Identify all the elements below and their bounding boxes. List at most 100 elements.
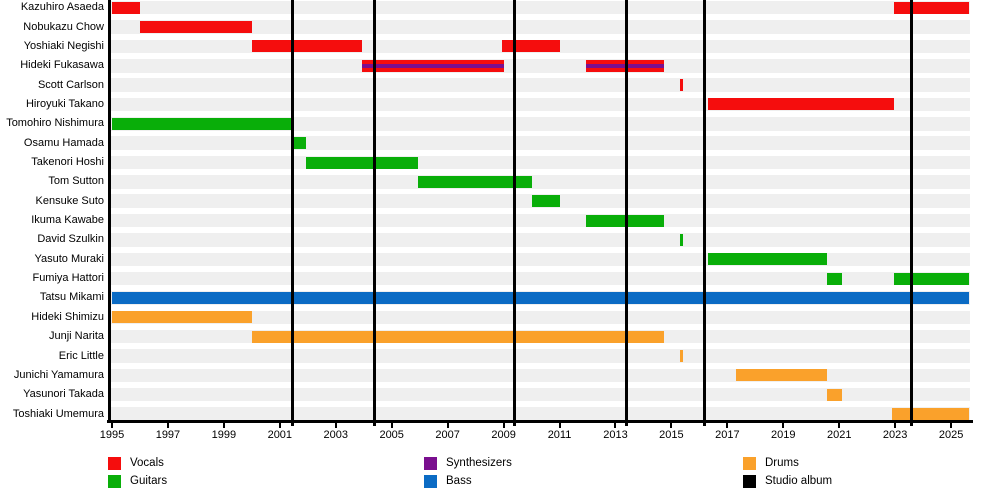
member-row-band	[109, 213, 970, 228]
member-label: Yasunori Takada	[23, 388, 104, 401]
member-label: Tomohiro Nishimura	[6, 117, 104, 130]
studio-album-line	[513, 0, 517, 426]
timeline-bar-vocals	[502, 40, 560, 53]
member-label: Ikuma Kawabe	[31, 214, 104, 227]
x-axis-tick	[558, 422, 561, 428]
timeline-bar-guitars	[306, 156, 419, 169]
timeline-bar-vocals	[251, 40, 363, 53]
member-label: Tatsu Mikami	[39, 291, 104, 304]
x-axis-tick	[446, 422, 449, 428]
x-axis-tick	[390, 422, 393, 428]
legend-swatch-bass	[424, 475, 437, 488]
legend-label-studio-album: Studio album	[765, 475, 833, 487]
legend-swatch-guitars	[108, 475, 121, 488]
x-axis-tick	[726, 422, 729, 428]
timeline-bar-drums	[892, 408, 970, 421]
member-row-band	[109, 233, 970, 247]
x-axis-year-label: 2013	[603, 429, 628, 441]
member-row-band	[109, 407, 970, 421]
studio-album-line	[625, 0, 629, 426]
legend-swatch-synthesizers	[424, 457, 437, 470]
x-axis-year-label: 2005	[379, 429, 404, 441]
legend-label-vocals: Vocals	[130, 457, 164, 469]
member-label: Kensuke Suto	[35, 194, 105, 207]
member-label: Hideki Fukasawa	[20, 59, 104, 72]
member-row-band	[109, 349, 970, 363]
x-axis-tick	[950, 422, 953, 428]
x-axis-tick	[222, 422, 225, 428]
member-label: Toshiaki Umemura	[12, 407, 104, 420]
legend-swatch-vocals	[108, 457, 121, 470]
x-axis-year-label: 1999	[211, 429, 237, 441]
member-row-band	[109, 368, 970, 383]
x-axis-tick	[894, 422, 897, 428]
member-row-band	[109, 252, 970, 266]
studio-album-line	[910, 0, 914, 426]
y-axis-line	[108, 0, 111, 422]
member-label: Osamu Hamada	[23, 136, 104, 149]
x-axis-tick	[111, 422, 113, 428]
x-axis-year-label: 2015	[659, 429, 684, 441]
member-row-band	[109, 59, 970, 73]
x-axis-year-label: 2019	[771, 429, 796, 441]
member-label: Junji Narita	[48, 330, 104, 343]
member-row-band	[109, 136, 970, 150]
x-axis-year-label: 2025	[938, 429, 964, 441]
member-label: Eric Little	[58, 349, 104, 362]
x-axis-year-label: 2001	[267, 429, 293, 441]
member-row-band	[109, 387, 970, 402]
x-axis-tick	[838, 422, 841, 428]
member-row-band	[109, 155, 970, 170]
member-label: Scott Carlson	[37, 78, 104, 91]
studio-album-line	[703, 0, 707, 426]
x-axis-year-label: 1995	[99, 429, 125, 441]
x-axis-tick	[278, 422, 281, 428]
timeline-bar-drums	[251, 330, 665, 343]
timeline-bar-guitars	[112, 117, 291, 130]
x-axis-tick	[782, 422, 785, 428]
legend-label-drums: Drums	[765, 457, 799, 469]
timeline-bar-drums	[679, 350, 684, 362]
timeline-bar-drums	[112, 311, 252, 324]
timeline-bar-guitars	[893, 272, 970, 285]
x-axis-year-label: 2023	[882, 429, 908, 441]
timeline-bar-vocals	[893, 1, 970, 14]
legend-swatch-drums	[743, 457, 756, 470]
x-axis-year-label: 2021	[826, 429, 852, 441]
member-label: Takenori Hoshi	[31, 156, 104, 168]
timeline-bar-vocals	[707, 98, 894, 111]
x-axis-tick	[614, 422, 617, 428]
timeline-bar-guitars	[291, 137, 307, 150]
member-label: Hiroyuki Takano	[25, 97, 104, 110]
x-axis-line	[107, 420, 973, 423]
x-axis-tick	[166, 422, 169, 428]
timeline-bar-vocals	[679, 79, 684, 92]
timeline-bar-guitars	[531, 195, 560, 208]
member-label: Hideki Shimizu	[31, 310, 104, 323]
member-label: Nobukazu Chow	[23, 20, 104, 33]
timeline-bar-guitars	[707, 253, 827, 266]
member-label: Yoshiaki Negishi	[23, 39, 104, 52]
member-row-band	[109, 175, 970, 189]
timeline-bar-drums	[735, 369, 827, 382]
x-axis-year-label: 2009	[491, 429, 516, 441]
member-label: Fumiya Hattori	[32, 272, 104, 285]
member-label: Yasuto Muraki	[34, 252, 105, 265]
timeline-bar-drums	[826, 388, 842, 401]
legend-label-guitars: Guitars	[130, 475, 168, 487]
timeline-bar-bass	[112, 291, 970, 304]
member-row-band	[109, 310, 970, 325]
member-row-band	[109, 20, 970, 34]
member-label: Tom Sutton	[48, 175, 104, 188]
timeline-bar-vocals	[112, 1, 140, 14]
legend-swatch-studio-album	[743, 475, 756, 488]
timeline-bar-guitars	[826, 272, 842, 285]
timeline-plot-area: Kazuhiro Asaeda Nobukazu Chow Yoshiaki Neg…	[6, 0, 973, 441]
member-row-band	[109, 271, 970, 286]
x-axis-tick	[670, 422, 673, 428]
legend-label-synthesizers: Synthesizers	[446, 457, 512, 469]
member-label: Junichi Yamamura	[13, 368, 104, 381]
legend-label-bass: Bass	[446, 475, 472, 487]
x-axis-tick	[334, 422, 337, 428]
